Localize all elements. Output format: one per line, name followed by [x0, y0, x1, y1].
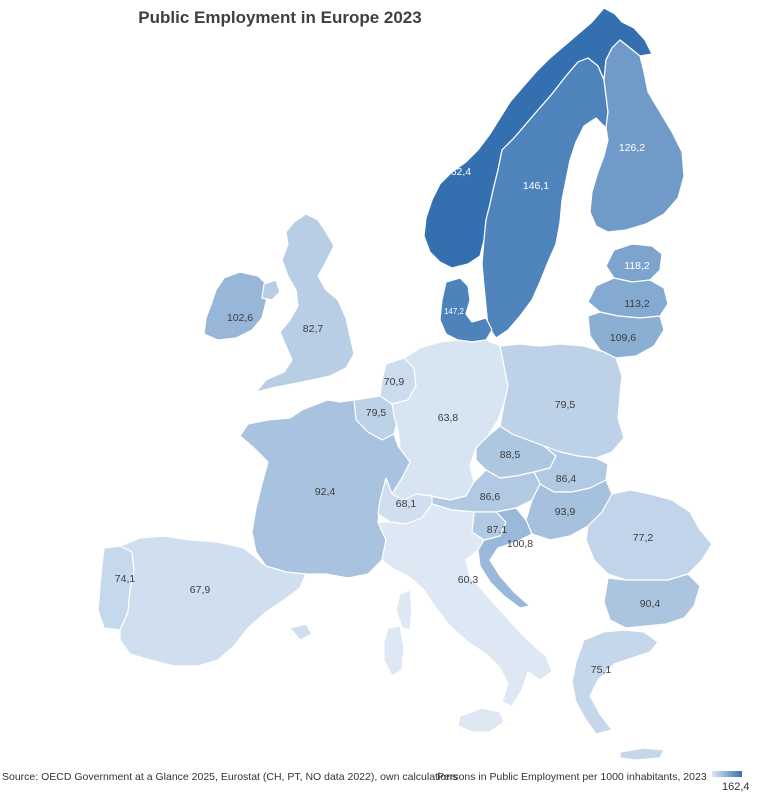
- value-label-greece: 75,1: [591, 664, 612, 676]
- value-label-spain: 67,9: [190, 584, 211, 596]
- region-poland[interactable]: [499, 343, 625, 459]
- region-greece[interactable]: [571, 629, 665, 761]
- value-label-germany: 63,8: [438, 412, 459, 424]
- value-label-france: 92,4: [315, 486, 336, 498]
- region-finland[interactable]: [589, 39, 685, 233]
- value-label-belgium: 79,5: [366, 407, 387, 419]
- value-label-austria: 86,6: [480, 491, 501, 503]
- region-france[interactable]: [239, 399, 411, 579]
- source-note: Source: OECD Government at a Glance 2025…: [2, 771, 458, 783]
- region-romania[interactable]: [585, 489, 713, 581]
- legend-color-ramp: [712, 771, 742, 777]
- region-italy[interactable]: [377, 503, 553, 733]
- value-label-bulgaria: 90,4: [640, 598, 661, 610]
- region-uk[interactable]: [255, 213, 355, 393]
- value-label-norway: 162,4: [445, 166, 471, 178]
- value-label-romania: 77,2: [633, 532, 654, 544]
- map-title: Public Employment in Europe 2023: [138, 8, 422, 27]
- value-label-hungary: 93,9: [555, 506, 576, 518]
- value-label-netherlands: 70,9: [384, 376, 405, 388]
- europe-choropleth-map: 162,4 146,1 126,2 147,2 118,2 113,2 109,…: [97, 7, 713, 761]
- region-bulgaria[interactable]: [603, 573, 701, 629]
- value-label-slovenia: 87,1: [487, 524, 508, 536]
- value-label-italy: 60,3: [458, 574, 479, 586]
- value-label-sweden: 146,1: [523, 180, 549, 192]
- value-label-ireland: 102,6: [227, 312, 253, 324]
- value-label-switzerland: 68,1: [396, 498, 417, 510]
- value-label-lithuania: 109,6: [610, 332, 636, 344]
- value-label-czechia: 88,5: [500, 449, 521, 461]
- value-label-poland: 79,5: [555, 399, 576, 411]
- value-label-estonia: 118,2: [624, 260, 650, 272]
- value-label-finland: 126,2: [619, 142, 645, 154]
- region-ireland[interactable]: [203, 271, 269, 341]
- value-label-croatia: 100,8: [507, 538, 533, 550]
- value-label-portugal: 74,1: [115, 573, 136, 585]
- region-estonia[interactable]: [605, 243, 663, 283]
- value-label-latvia: 113,2: [624, 298, 650, 310]
- value-labels: 162,4 146,1 126,2 147,2 118,2 113,2 109,…: [115, 142, 661, 676]
- legend-max-label: 162,4: [722, 781, 750, 793]
- region-spain[interactable]: [119, 535, 313, 667]
- region-latvia[interactable]: [587, 277, 669, 319]
- value-label-uk: 82,7: [303, 323, 324, 335]
- legend-title: Persons in Public Employment per 1000 in…: [437, 771, 707, 783]
- region-denmark[interactable]: [439, 277, 493, 343]
- value-label-denmark: 147,2: [444, 307, 465, 316]
- value-label-slovakia: 86,4: [556, 473, 577, 485]
- region-lithuania[interactable]: [587, 311, 665, 359]
